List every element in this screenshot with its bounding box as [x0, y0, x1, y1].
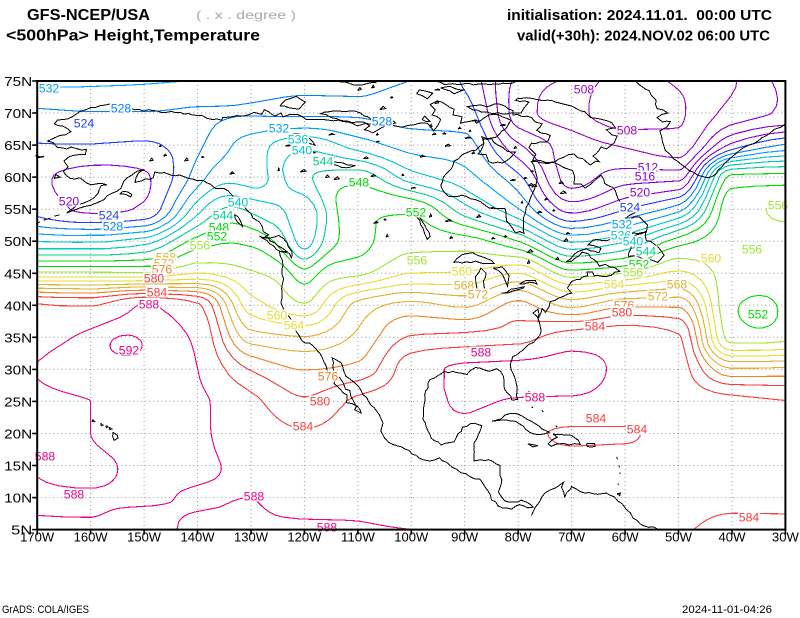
svg-text:10N: 10N: [4, 491, 32, 506]
svg-text:584: 584: [739, 511, 760, 525]
svg-text:2024-11-01-04:26: 2024-11-01-04:26: [682, 604, 772, 616]
svg-text:584: 584: [586, 412, 607, 426]
svg-text:110W: 110W: [341, 530, 376, 545]
svg-text:540: 540: [292, 144, 313, 158]
svg-text:564: 564: [604, 278, 625, 292]
svg-text:544: 544: [313, 155, 334, 169]
svg-text:70N: 70N: [4, 106, 32, 121]
svg-text:508: 508: [617, 124, 638, 138]
svg-text:528: 528: [372, 115, 393, 129]
svg-text:584: 584: [147, 286, 168, 300]
svg-text:584: 584: [293, 420, 314, 434]
svg-text:588: 588: [64, 488, 85, 502]
svg-text:50N: 50N: [4, 234, 32, 249]
svg-text:<500hPa> Height,Temperature: <500hPa> Height,Temperature: [6, 28, 260, 45]
svg-text:120W: 120W: [287, 530, 322, 545]
svg-text:520: 520: [59, 195, 80, 209]
svg-text:584: 584: [585, 320, 606, 334]
svg-text:65N: 65N: [4, 138, 32, 153]
svg-text:576: 576: [318, 370, 339, 384]
svg-text:572: 572: [468, 288, 489, 302]
svg-text:90W: 90W: [451, 530, 479, 545]
svg-text:588: 588: [471, 346, 492, 360]
svg-text:100W: 100W: [394, 530, 429, 545]
svg-text:valid(+30h): 2024.NOV.02 06:00: valid(+30h): 2024.NOV.02 06:00 UTC: [517, 29, 771, 45]
svg-text:160W: 160W: [74, 530, 109, 545]
svg-text:GFS-NCEP/USA: GFS-NCEP/USA: [27, 7, 150, 24]
svg-text:524: 524: [74, 117, 95, 131]
svg-text:80W: 80W: [505, 530, 533, 545]
svg-text:25N: 25N: [4, 394, 32, 409]
svg-text:540: 540: [623, 235, 644, 249]
svg-text:524: 524: [620, 201, 641, 215]
svg-text:520: 520: [630, 186, 651, 200]
svg-text:568: 568: [667, 278, 688, 292]
svg-text:588: 588: [317, 521, 338, 535]
svg-text:5N: 5N: [11, 523, 32, 538]
svg-text:15N: 15N: [4, 459, 32, 474]
svg-text:50W: 50W: [665, 530, 693, 545]
svg-text:560: 560: [701, 252, 722, 266]
svg-text:532: 532: [612, 218, 633, 232]
svg-text:508: 508: [574, 83, 595, 97]
svg-text:( . x . degree ): ( . x . degree ): [196, 8, 296, 22]
svg-text:30W: 30W: [772, 530, 800, 545]
svg-text:564: 564: [284, 319, 305, 333]
svg-text:556: 556: [768, 199, 789, 213]
svg-text:30N: 30N: [4, 362, 32, 377]
svg-text:592: 592: [119, 344, 140, 358]
svg-text:544: 544: [213, 209, 234, 223]
svg-text:560: 560: [267, 309, 288, 323]
svg-text:130W: 130W: [234, 530, 269, 545]
svg-text:528: 528: [103, 220, 124, 234]
svg-text:40N: 40N: [4, 298, 32, 313]
svg-text:55N: 55N: [4, 202, 32, 217]
svg-text:552: 552: [406, 206, 427, 220]
svg-text:552: 552: [207, 230, 228, 244]
svg-text:556: 556: [742, 243, 763, 257]
svg-text:140W: 140W: [181, 530, 216, 545]
svg-text:556: 556: [407, 254, 428, 268]
svg-text:GrADS: COLA/IGES: GrADS: COLA/IGES: [2, 604, 89, 616]
svg-text:40W: 40W: [719, 530, 747, 545]
svg-text:584: 584: [627, 423, 648, 437]
svg-text:556: 556: [623, 266, 644, 280]
svg-text:45N: 45N: [4, 266, 32, 281]
svg-text:20N: 20N: [4, 427, 32, 442]
svg-text:75N: 75N: [4, 74, 32, 89]
svg-text:528: 528: [111, 102, 132, 116]
svg-text:60W: 60W: [612, 530, 640, 545]
svg-text:536: 536: [288, 133, 309, 147]
svg-text:588: 588: [525, 391, 546, 405]
svg-text:150W: 150W: [127, 530, 162, 545]
svg-text:572: 572: [648, 290, 669, 304]
svg-text:524: 524: [99, 209, 120, 223]
svg-text:70W: 70W: [558, 530, 586, 545]
svg-text:556: 556: [190, 239, 211, 253]
svg-text:516: 516: [635, 170, 656, 184]
svg-text:548: 548: [349, 176, 370, 190]
svg-text:580: 580: [310, 395, 331, 409]
svg-text:544: 544: [636, 245, 657, 259]
svg-text:580: 580: [144, 272, 165, 286]
svg-text:532: 532: [269, 122, 290, 136]
svg-text:560: 560: [452, 265, 473, 279]
svg-text:588: 588: [35, 450, 56, 464]
svg-text:532: 532: [39, 82, 60, 96]
svg-text:552: 552: [748, 308, 769, 322]
svg-text:540: 540: [228, 196, 249, 210]
svg-text:170W: 170W: [20, 530, 55, 545]
svg-text:580: 580: [612, 306, 633, 320]
svg-text:60N: 60N: [4, 170, 32, 185]
svg-text:588: 588: [244, 490, 265, 504]
svg-text:initialisation: 2024.11.01. 0: initialisation: 2024.11.01. 00:00 UTC: [507, 8, 773, 24]
svg-text:35N: 35N: [4, 330, 32, 345]
svg-text:588: 588: [139, 298, 160, 312]
